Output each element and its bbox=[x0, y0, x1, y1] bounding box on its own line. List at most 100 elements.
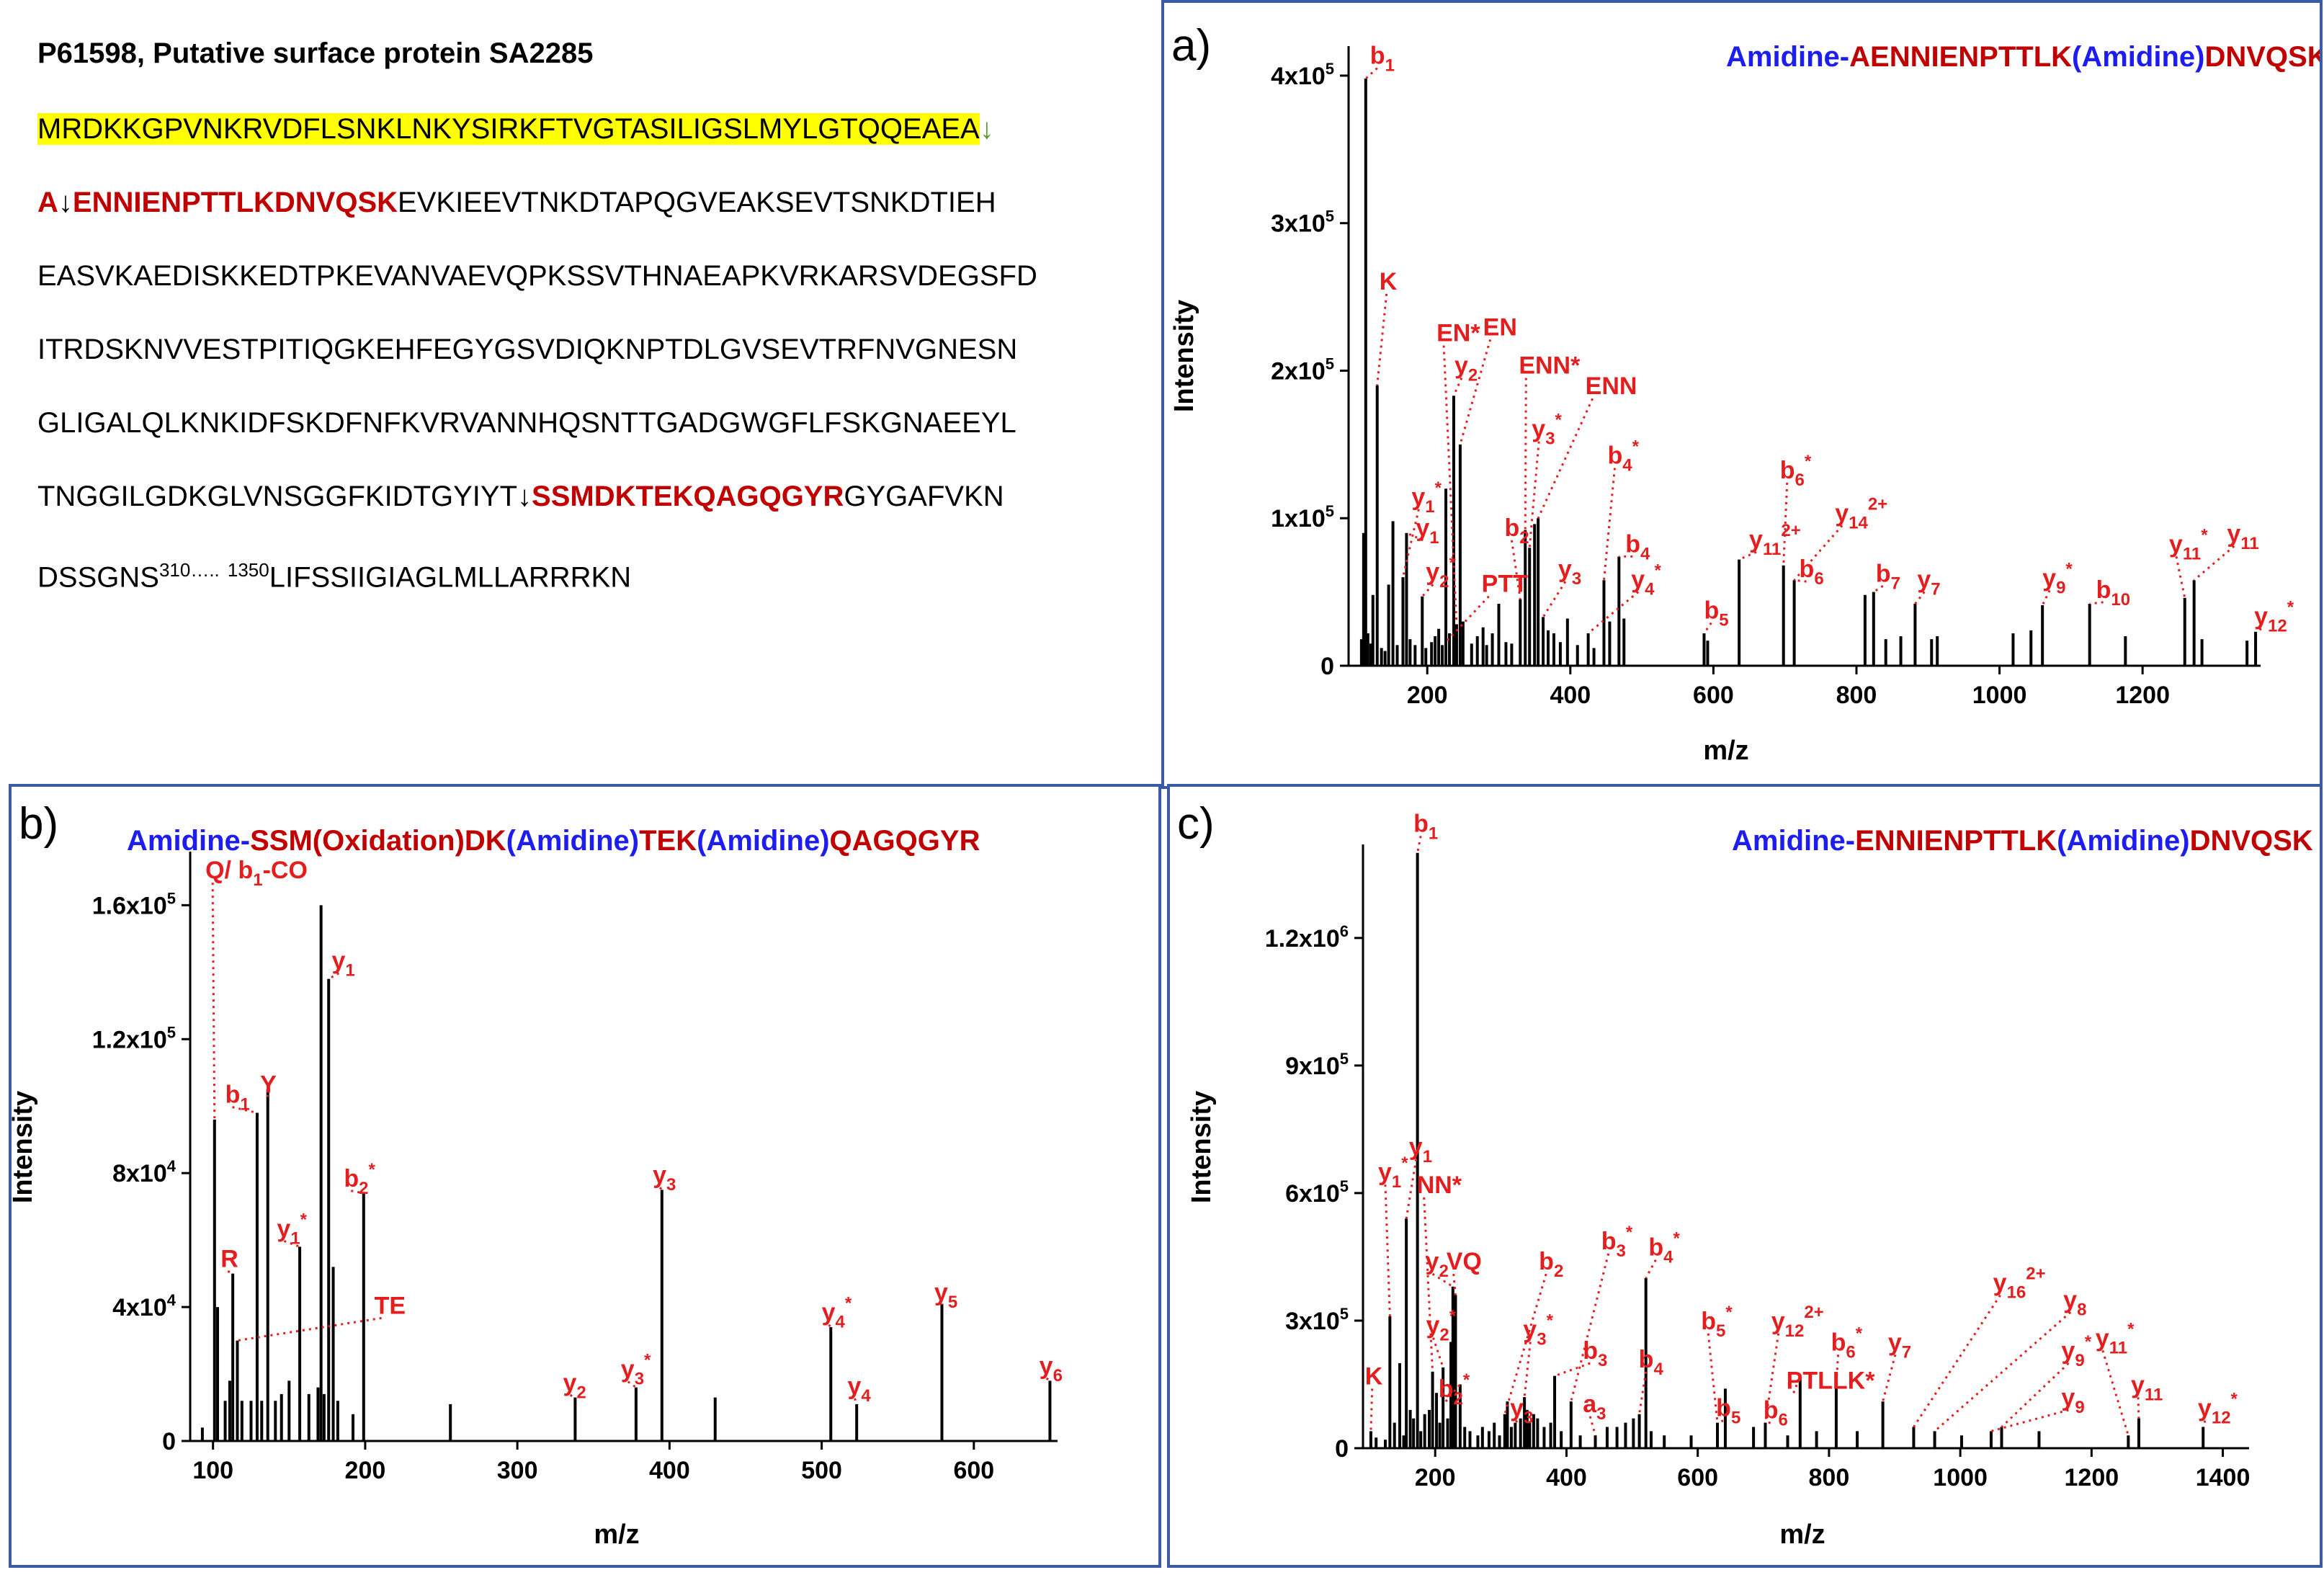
annotation-leader bbox=[1588, 1416, 1596, 1436]
ion-annotation: y2* bbox=[1426, 553, 1456, 592]
x-tick-label: 600 bbox=[953, 1457, 994, 1484]
residue-number: 310….. bbox=[158, 559, 220, 581]
annotation-leader bbox=[1782, 482, 1789, 566]
annotation-leader bbox=[658, 1187, 663, 1191]
x-tick-label: 1000 bbox=[1933, 1464, 1988, 1491]
annotation-leader bbox=[328, 972, 340, 980]
ion-annotation: b6 bbox=[1764, 1397, 1788, 1430]
sequence-text: DSSGNS bbox=[37, 561, 159, 594]
ion-annotation: y12* bbox=[2198, 1390, 2238, 1428]
y-tick-label: 9x105 bbox=[1285, 1050, 1349, 1080]
identified-peptide-1: ENNIENPTTLKDNVQSK bbox=[72, 187, 398, 218]
annotation-leader bbox=[211, 883, 216, 1120]
annotation-leader bbox=[828, 1324, 832, 1328]
annotation-leader bbox=[1703, 622, 1712, 634]
x-tick-label: 200 bbox=[345, 1457, 386, 1484]
annotation-leader bbox=[1369, 1388, 1374, 1432]
annotation-leader bbox=[1442, 345, 1458, 625]
ion-annotation: y3* bbox=[1523, 1311, 1553, 1349]
panel-label: c) bbox=[1177, 799, 1215, 849]
annotation-leader bbox=[1587, 591, 1640, 635]
x-tick-label: 1200 bbox=[2115, 682, 2170, 709]
ion-annotation: b2 bbox=[1539, 1248, 1563, 1281]
annotation-leader bbox=[1914, 591, 1926, 604]
y-tick-label: 1.2x105 bbox=[92, 1023, 176, 1053]
sequence-text: TNGGILGDKGLVNSGGFKIDTGYIYT bbox=[37, 481, 518, 512]
ion-annotation: b4 bbox=[1639, 1346, 1664, 1379]
annotation-leader bbox=[1376, 293, 1388, 386]
y-tick-label: 8x104 bbox=[112, 1157, 176, 1187]
ion-annotation: Y bbox=[260, 1071, 277, 1099]
spectrum-panel-a: a) Amidine-AENNIENPTTLK(Amidine)DNVQSK 200… bbox=[1161, 0, 2323, 789]
ion-annotation: y7 bbox=[1917, 566, 1940, 599]
signal-peptide: MRDKKGPVNKRVDFLSNKLNKYSIRKFTVGTASILIGSLM… bbox=[37, 113, 980, 145]
annotation-leader bbox=[283, 1240, 300, 1248]
y-tick-label: 4x104 bbox=[112, 1291, 176, 1321]
x-tick-label: 300 bbox=[497, 1457, 538, 1484]
annotation-leader bbox=[1432, 1337, 1444, 1368]
sequence-line-3: EASVKAEDISKKEDTPKEVANVAEVQPKSSVTHNAEAPKV… bbox=[37, 260, 1037, 292]
ion-annotation: EN* bbox=[1436, 320, 1480, 347]
chart-title: Amidine-SSM(Oxidation)DK(Amidine)TEK(Ami… bbox=[127, 825, 980, 857]
x-tick-label: 1200 bbox=[2065, 1464, 2119, 1491]
sequence-line-6: TNGGILGDKGLVNSGGFKIDTGYIYT↓SSMDKTEKQAGQG… bbox=[37, 482, 1140, 511]
ion-annotation: y1 bbox=[1409, 1133, 1432, 1166]
annotation-leader bbox=[1452, 377, 1463, 396]
spectrum-chart-c: c) Amidine-ENNIENPTTLK(Amidine)DNVQSK 200 4… bbox=[1177, 799, 2313, 1550]
ion-annotation: b5* bbox=[1701, 1303, 1733, 1341]
ion-annotation: y11 bbox=[2227, 520, 2258, 553]
ion-annotation: b6* bbox=[1780, 452, 1812, 490]
sequence-line-5: GLIGALQLKNKIDFSKDFNFKVRVANNHQSNTTGADGWGF… bbox=[37, 407, 1016, 439]
ion-annotation: y11 bbox=[2131, 1371, 2163, 1404]
y-axis-label: Intensity bbox=[1169, 300, 1199, 412]
annotation-leader bbox=[2041, 589, 2051, 606]
annotation-leader bbox=[1384, 1184, 1391, 1317]
annotation-leader bbox=[1794, 579, 1807, 583]
chart-title: Amidine-AENNIENPTTLK(Amidine)DNVQSK bbox=[1726, 41, 2320, 73]
annotation-leader bbox=[232, 1106, 258, 1114]
ion-annotation: b4* bbox=[1607, 437, 1639, 475]
ion-annotation: K bbox=[1365, 1362, 1383, 1390]
sequence-line-7: DSSGNS310….. 1350LIFSSIIGIAGLMLLARRRKN bbox=[37, 556, 1140, 592]
annotation-leader bbox=[2193, 545, 2235, 581]
ion-annotation: y3 bbox=[1510, 1395, 1533, 1428]
ion-annotation: ENN bbox=[1586, 372, 1637, 400]
annotation-leader bbox=[2175, 556, 2186, 599]
spectrum-chart-a: a) Amidine-AENNIENPTTLK(Amidine)DNVQSK 200… bbox=[1169, 21, 2320, 766]
x-tick-label: 800 bbox=[1809, 1464, 1850, 1491]
ion-annotation: a3 bbox=[1583, 1391, 1606, 1424]
y-tick-label: 0 bbox=[162, 1428, 176, 1455]
ion-annotation: TE bbox=[375, 1292, 406, 1319]
annotation-leader bbox=[1602, 468, 1616, 581]
annotation-leader bbox=[1990, 1409, 2069, 1432]
spectrum-panel-c: c) Amidine-ENNIENPTTLK(Amidine)DNVQSK 200 4… bbox=[1167, 784, 2323, 1568]
sequence-residue-a: A bbox=[37, 187, 58, 218]
ion-annotation: b4* bbox=[1648, 1229, 1680, 1267]
ion-annotation: b6 bbox=[1800, 556, 1824, 589]
annotation-leader bbox=[2001, 1362, 2070, 1428]
ion-annotation: y1 bbox=[1416, 514, 1439, 548]
annotation-leader bbox=[1514, 1419, 1519, 1424]
ion-annotation: PTLLK* bbox=[1787, 1367, 1876, 1394]
annotation-leader bbox=[1416, 836, 1422, 854]
ion-annotation: NN* bbox=[1417, 1172, 1462, 1199]
x-axis-label: m/z bbox=[594, 1520, 639, 1550]
annotation-leader bbox=[1934, 1311, 2072, 1432]
ion-annotation: b2* bbox=[344, 1160, 375, 1198]
y-tick-label: 0 bbox=[1335, 1435, 1349, 1463]
ion-annotation: y12* bbox=[2254, 598, 2294, 636]
annotation-leader bbox=[1364, 67, 1378, 80]
annotation-leader bbox=[1431, 1272, 1454, 1288]
y-tick-label: 4x105 bbox=[1271, 60, 1334, 90]
ion-annotation: y11* bbox=[2096, 1319, 2135, 1357]
annotation-leader bbox=[1528, 441, 1540, 548]
y-tick-label: 3x105 bbox=[1271, 208, 1334, 238]
ion-annotation: y1* bbox=[277, 1210, 307, 1248]
x-tick-label: 100 bbox=[192, 1457, 233, 1484]
annotation-leader bbox=[1421, 584, 1434, 597]
ion-annotation: y112+ bbox=[1749, 521, 1801, 559]
annotation-leader bbox=[1524, 378, 1527, 530]
ion-annotation: y2 bbox=[1426, 1248, 1449, 1281]
ion-annotation: y4* bbox=[822, 1294, 852, 1332]
y-tick-label: 2x105 bbox=[1271, 354, 1334, 385]
